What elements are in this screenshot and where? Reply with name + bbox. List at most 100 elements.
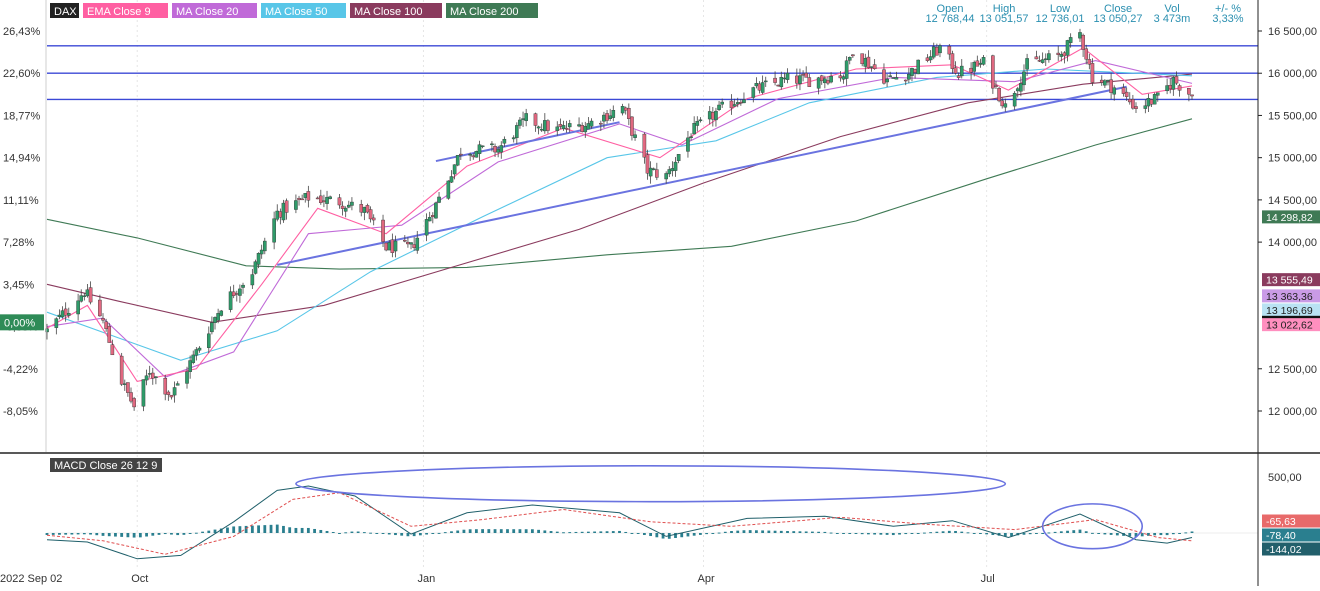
candle-body <box>88 287 93 303</box>
macd-histogram-bar <box>1109 533 1113 535</box>
candle-body <box>297 197 301 200</box>
candle-body <box>365 205 370 213</box>
ohlc-header-value: 12 736,01 <box>1036 13 1085 25</box>
candle-body <box>387 242 392 251</box>
macd-histogram-bar <box>686 533 690 537</box>
macd-histogram-bar <box>935 531 939 533</box>
candle-body <box>903 79 908 82</box>
macd-histogram-bar <box>1022 533 1026 535</box>
macd-value-tag-label: -144,02 <box>1266 544 1302 556</box>
candle-body <box>144 375 149 381</box>
macd-histogram-bar <box>344 532 348 534</box>
macd-histogram-bar <box>829 532 833 534</box>
macd-histogram-bar <box>126 533 130 538</box>
candle-body <box>449 176 454 183</box>
candle-body <box>888 75 892 77</box>
macd-histogram-bar <box>226 527 229 533</box>
candle-body <box>359 204 364 213</box>
macd-histogram-bar <box>524 529 528 533</box>
macd-histogram-bar <box>593 531 597 533</box>
macd-histogram-bar <box>406 533 410 537</box>
macd-histogram-bar <box>1047 532 1051 534</box>
ohlc-header-value: 3 473m <box>1154 13 1191 25</box>
candle-body <box>866 56 871 69</box>
macd-histogram-bar <box>114 533 117 537</box>
candle-body <box>1152 94 1157 105</box>
macd-histogram-bar <box>294 527 298 533</box>
candle-body <box>586 123 591 130</box>
candle-body <box>676 154 681 162</box>
candle-body <box>79 295 84 302</box>
candle-body <box>343 207 348 212</box>
candle-body <box>801 74 805 76</box>
y-tick-label-left: 14,94% <box>3 153 41 165</box>
macd-histogram-bar <box>873 533 877 535</box>
macd-histogram-bar <box>493 529 497 533</box>
ohlc-header-label: Vol <box>1164 3 1179 15</box>
candle-body <box>664 173 668 180</box>
macd-histogram-bar <box>481 529 484 533</box>
candle-body <box>437 196 441 203</box>
candle-body <box>623 107 628 111</box>
candle-body <box>1171 76 1176 90</box>
macd-histogram-bar <box>474 529 478 533</box>
candle-body <box>882 69 886 84</box>
candle-body <box>599 122 603 125</box>
candle-body <box>172 387 177 396</box>
candle-body <box>1131 99 1135 109</box>
candle-body <box>325 196 329 204</box>
candle-body <box>605 113 609 121</box>
candle-body <box>533 113 538 126</box>
candle-body <box>350 201 354 206</box>
candle-body <box>1037 60 1042 62</box>
candle-body <box>1134 106 1138 109</box>
candle-body <box>714 110 718 121</box>
macd-histogram-bar <box>1190 531 1194 533</box>
candle-body <box>539 129 544 131</box>
candle-body <box>776 84 780 87</box>
macd-histogram-bar <box>45 533 49 536</box>
candle-body <box>393 240 398 252</box>
macd-histogram-bar <box>867 533 870 535</box>
macd-histogram-bar <box>804 531 808 533</box>
macd-histogram-bar <box>300 527 304 533</box>
candle-body <box>275 210 280 220</box>
macd-histogram-bar <box>1084 531 1088 533</box>
candle-body <box>642 133 647 158</box>
candle-body <box>455 155 460 166</box>
candle-body <box>228 291 233 310</box>
candle-body <box>760 82 765 93</box>
candle-body <box>1155 92 1160 96</box>
candle-body <box>561 125 566 130</box>
macd-histogram-bar <box>1178 533 1181 534</box>
macd-histogram-bar <box>244 525 248 533</box>
candle-body <box>210 322 214 333</box>
candle-body <box>194 349 199 356</box>
candle-body <box>798 75 802 84</box>
macd-histogram-bar <box>636 533 640 534</box>
macd-histogram-bar <box>1010 533 1013 537</box>
candle-body <box>306 191 311 201</box>
candle-body <box>206 333 211 348</box>
candle-body <box>1040 59 1045 63</box>
macd-histogram-bar <box>387 533 391 535</box>
macd-histogram-bar <box>711 533 715 534</box>
candle-body <box>782 77 787 80</box>
candle-body <box>188 360 192 372</box>
candle-body <box>1112 87 1117 95</box>
candle-body <box>412 244 416 248</box>
candle-body <box>141 379 146 407</box>
candle-body <box>956 75 961 78</box>
price-tag-label: 13 196,69 <box>1266 305 1313 317</box>
candle-body <box>511 137 516 140</box>
candle-body <box>925 57 930 61</box>
macd-histogram-bar <box>823 531 827 533</box>
candle-body <box>847 57 852 61</box>
y-tick-label-left: 26,43% <box>3 26 41 38</box>
candle-body <box>1177 85 1182 91</box>
candle-body <box>63 308 68 316</box>
ohlc-header-value: 3,33% <box>1212 13 1243 25</box>
macd-histogram-bar <box>412 533 416 537</box>
candle-body <box>337 197 342 206</box>
